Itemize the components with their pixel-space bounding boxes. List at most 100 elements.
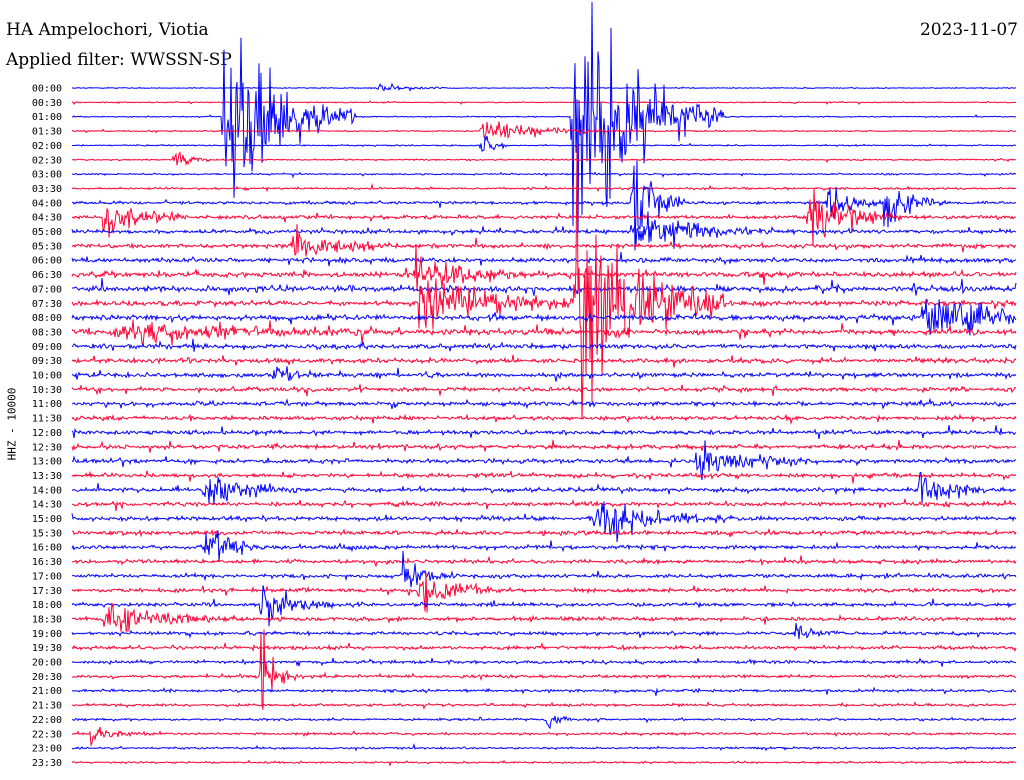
time-tick-label: 21:00 bbox=[32, 686, 62, 697]
trace-line bbox=[71, 759, 1017, 767]
time-tick-label: 02:30 bbox=[32, 155, 62, 166]
time-tick-label: 22:00 bbox=[32, 715, 62, 726]
trace-line bbox=[71, 585, 1017, 627]
trace-line bbox=[71, 100, 1016, 105]
time-tick-label: 00:00 bbox=[32, 84, 62, 95]
trace-line bbox=[71, 413, 1017, 425]
trace-line bbox=[71, 188, 1017, 247]
time-tick-label: 23:30 bbox=[32, 758, 62, 769]
trace-line bbox=[71, 224, 1017, 257]
trace-line bbox=[71, 726, 1017, 747]
time-tick-label: 11:00 bbox=[32, 399, 62, 410]
time-tick-label: 22:30 bbox=[32, 729, 62, 740]
time-tick-label: 20:30 bbox=[32, 672, 62, 683]
trace-line bbox=[71, 397, 1017, 410]
time-tick-label: 03:00 bbox=[32, 170, 62, 181]
trace-line bbox=[71, 550, 1017, 588]
time-tick-label: 19:30 bbox=[32, 643, 62, 654]
time-tick-label: 04:30 bbox=[32, 213, 62, 224]
trace-line bbox=[71, 657, 1017, 667]
time-tick-label: 17:00 bbox=[32, 571, 62, 582]
trace-line bbox=[71, 151, 1017, 167]
station-title: HA Ampelochori, Viotia bbox=[6, 20, 209, 40]
trace-line bbox=[71, 686, 1017, 696]
trace-line bbox=[71, 243, 1017, 292]
trace-line bbox=[71, 2, 1017, 234]
time-tick-label: 07:30 bbox=[32, 299, 62, 310]
trace-line bbox=[71, 278, 1017, 296]
trace-line bbox=[71, 471, 1017, 505]
time-tick-label: 18:30 bbox=[32, 614, 62, 625]
time-tick-label: 13:00 bbox=[32, 457, 62, 468]
time-tick-label: 12:30 bbox=[32, 442, 62, 453]
time-tick-label: 10:30 bbox=[32, 385, 62, 396]
trace-line bbox=[71, 299, 1017, 336]
time-tick-label: 11:30 bbox=[32, 414, 62, 425]
trace-line bbox=[71, 319, 1017, 346]
time-tick-label: 01:00 bbox=[32, 112, 62, 123]
time-tick-label: 15:30 bbox=[32, 528, 62, 539]
time-tick-label: 15:00 bbox=[32, 514, 62, 525]
time-tick-label: 17:30 bbox=[32, 586, 62, 597]
time-tick-label: 10:00 bbox=[32, 371, 62, 382]
date-label: 2023-11-07 bbox=[919, 20, 1018, 40]
time-tick-label: 23:00 bbox=[32, 744, 62, 755]
trace-line bbox=[71, 527, 1017, 538]
trace-line bbox=[71, 366, 1017, 382]
filter-label: Applied filter: WWSSN-SP bbox=[6, 50, 232, 70]
time-tick-label: 16:30 bbox=[32, 557, 62, 568]
time-tick-label: 19:00 bbox=[32, 629, 62, 640]
trace-line bbox=[71, 501, 1017, 542]
trace-line bbox=[71, 715, 1017, 730]
time-tick-label: 05:00 bbox=[32, 227, 62, 238]
time-tick-label: 09:30 bbox=[32, 356, 62, 367]
time-tick-label: 16:00 bbox=[32, 543, 62, 554]
trace-line bbox=[71, 121, 1017, 139]
trace-line bbox=[71, 384, 1017, 397]
trace-line bbox=[71, 439, 1017, 453]
trace-line bbox=[71, 135, 1017, 152]
time-tick-label: 14:30 bbox=[32, 500, 62, 511]
trace-line bbox=[71, 171, 1017, 179]
trace-line bbox=[71, 602, 1017, 633]
trace-line bbox=[71, 470, 1017, 484]
time-tick-label: 04:00 bbox=[32, 198, 62, 209]
trace-line bbox=[71, 182, 1016, 193]
time-tick-label: 05:30 bbox=[32, 241, 62, 252]
time-tick-label: 06:00 bbox=[32, 256, 62, 267]
trace-line bbox=[71, 623, 1017, 640]
time-tick-label: 00:30 bbox=[32, 98, 62, 109]
time-tick-label: 14:00 bbox=[32, 485, 62, 496]
time-tick-label: 13:30 bbox=[32, 471, 62, 482]
trace-line bbox=[71, 555, 1017, 568]
time-tick-label: 08:00 bbox=[32, 313, 62, 324]
time-tick-label: 08:30 bbox=[32, 327, 62, 338]
trace-line bbox=[71, 498, 1017, 512]
time-tick-label: 03:30 bbox=[32, 184, 62, 195]
trace-line bbox=[71, 701, 1017, 711]
trace-line bbox=[71, 743, 1017, 752]
time-tick-label: 06:30 bbox=[32, 270, 62, 281]
trace-line bbox=[71, 530, 1017, 562]
trace-line bbox=[71, 642, 1017, 653]
trace-line bbox=[71, 82, 1017, 92]
time-tick-label: 02:00 bbox=[32, 141, 62, 152]
trace-line bbox=[71, 338, 1017, 352]
time-tick-label: 01:30 bbox=[32, 127, 62, 138]
trace-line bbox=[71, 211, 1017, 249]
trace-line bbox=[71, 440, 1017, 481]
time-tick-label: 12:00 bbox=[32, 428, 62, 439]
time-tick-label: 20:00 bbox=[32, 658, 62, 669]
trace-line bbox=[71, 160, 1017, 251]
trace-line bbox=[71, 144, 1017, 420]
trace-line bbox=[71, 572, 1017, 613]
trace-line bbox=[71, 629, 1017, 710]
time-tick-label: 07:00 bbox=[32, 284, 62, 295]
time-tick-label: 09:00 bbox=[32, 342, 62, 353]
time-tick-label: 18:00 bbox=[32, 600, 62, 611]
trace-line bbox=[71, 354, 1017, 368]
trace-line bbox=[71, 425, 1017, 439]
time-tick-label: 21:30 bbox=[32, 701, 62, 712]
trace-line bbox=[71, 251, 1017, 267]
